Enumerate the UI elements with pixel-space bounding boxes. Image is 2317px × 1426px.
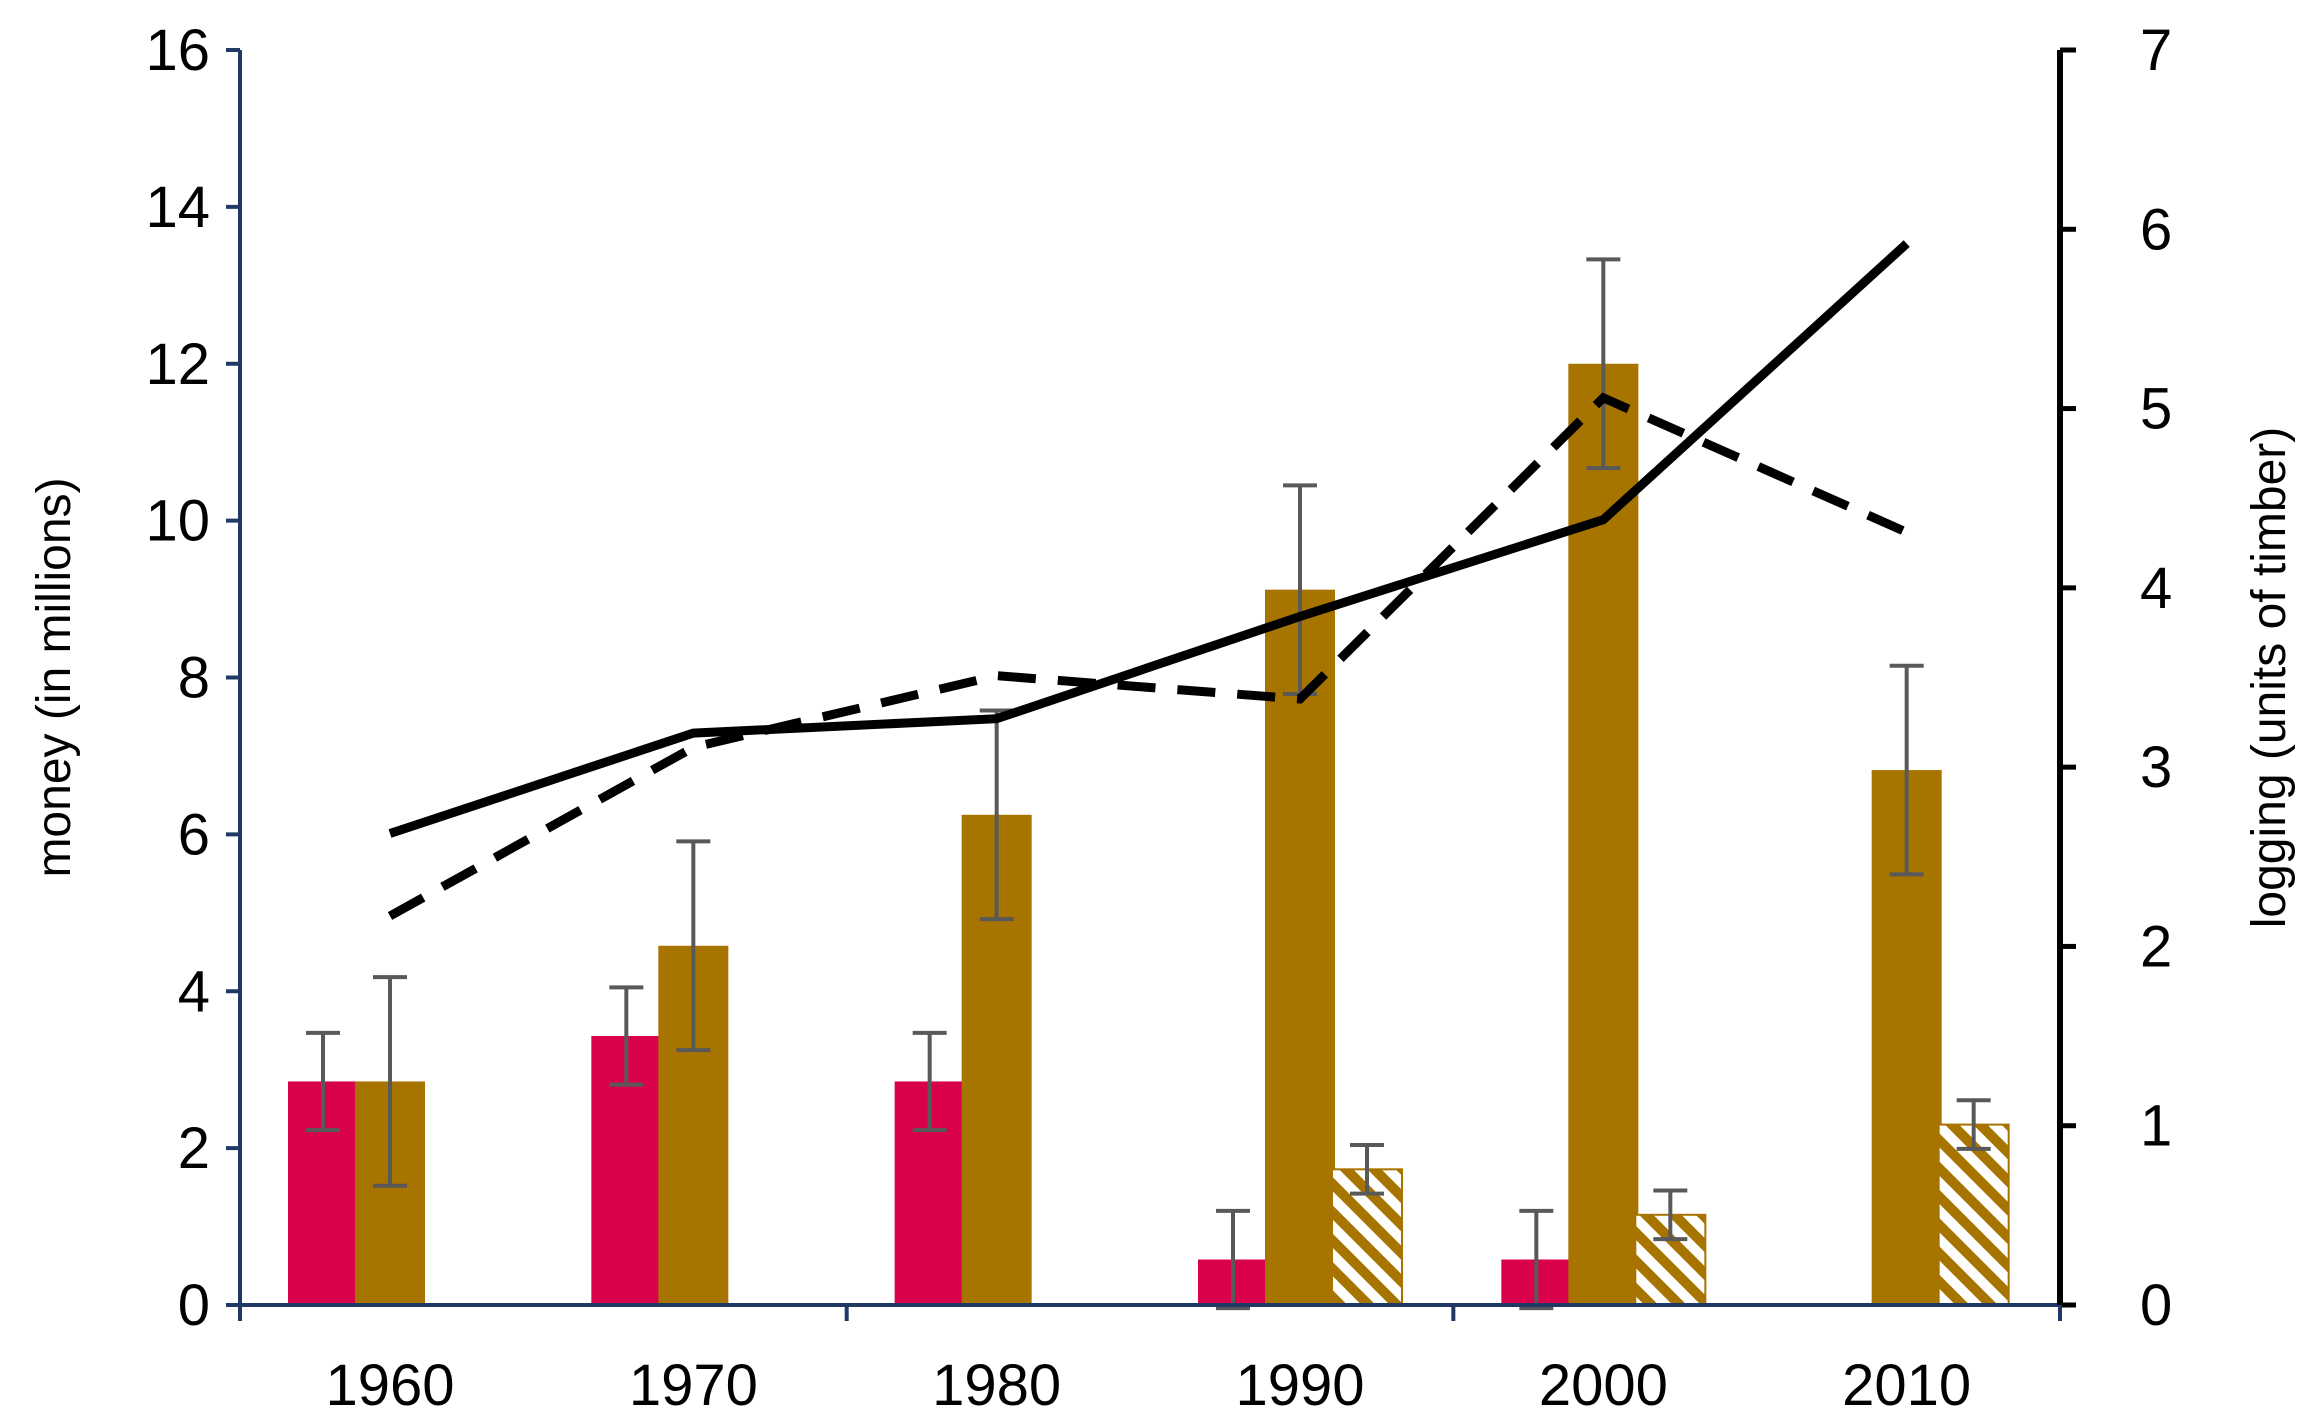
x-tick-label-2010: 2010 [1842,1353,1971,1418]
bars [288,363,2010,1306]
y-tick-label-16: 16 [145,18,210,83]
bar-series-brown-2000 [1568,363,1639,1305]
y-tick-label-6: 6 [178,802,210,867]
y2-tick-label-3: 3 [2140,735,2172,800]
x-tick-label-1990: 1990 [1235,1353,1364,1418]
y-tick-label-10: 10 [145,489,210,554]
y-tick-label-8: 8 [178,646,210,711]
bar-series-hatched-2010 [1937,1123,2010,1306]
y-tick-label-4: 4 [178,959,210,1024]
x-tick-label-1970: 1970 [629,1353,758,1418]
y2-tick-label-0: 0 [2140,1273,2172,1338]
y2-tick-label-4: 4 [2140,556,2172,621]
x-tick-label-2000: 2000 [1539,1353,1668,1418]
error-bars [306,257,1991,1311]
y2-tick-label-6: 6 [2140,197,2172,262]
y2-tick-label-1: 1 [2140,1094,2172,1159]
y2-tick-label-7: 7 [2140,18,2172,83]
bar-series-brown-1990 [1265,589,1335,1305]
x-tick-label-1960: 1960 [325,1353,454,1418]
line-series-dashed-line [387,392,1909,920]
line-series-solid-line [388,240,1910,838]
axes [226,47,2076,1321]
y2-tick-label-2: 2 [2140,914,2172,979]
y-tick-label-12: 12 [145,332,210,397]
y-tick-label-0: 0 [178,1273,210,1338]
lines [387,240,1910,920]
x-tick-label-1980: 1980 [932,1353,1061,1418]
y-tick-label-2: 2 [178,1116,210,1181]
y2-tick-label-5: 5 [2140,377,2172,442]
y-tick-label-14: 14 [145,175,210,240]
y-axis-title: money (in millions) [28,477,81,877]
y2-axis-title: logging (units of timber) [2243,427,2296,929]
